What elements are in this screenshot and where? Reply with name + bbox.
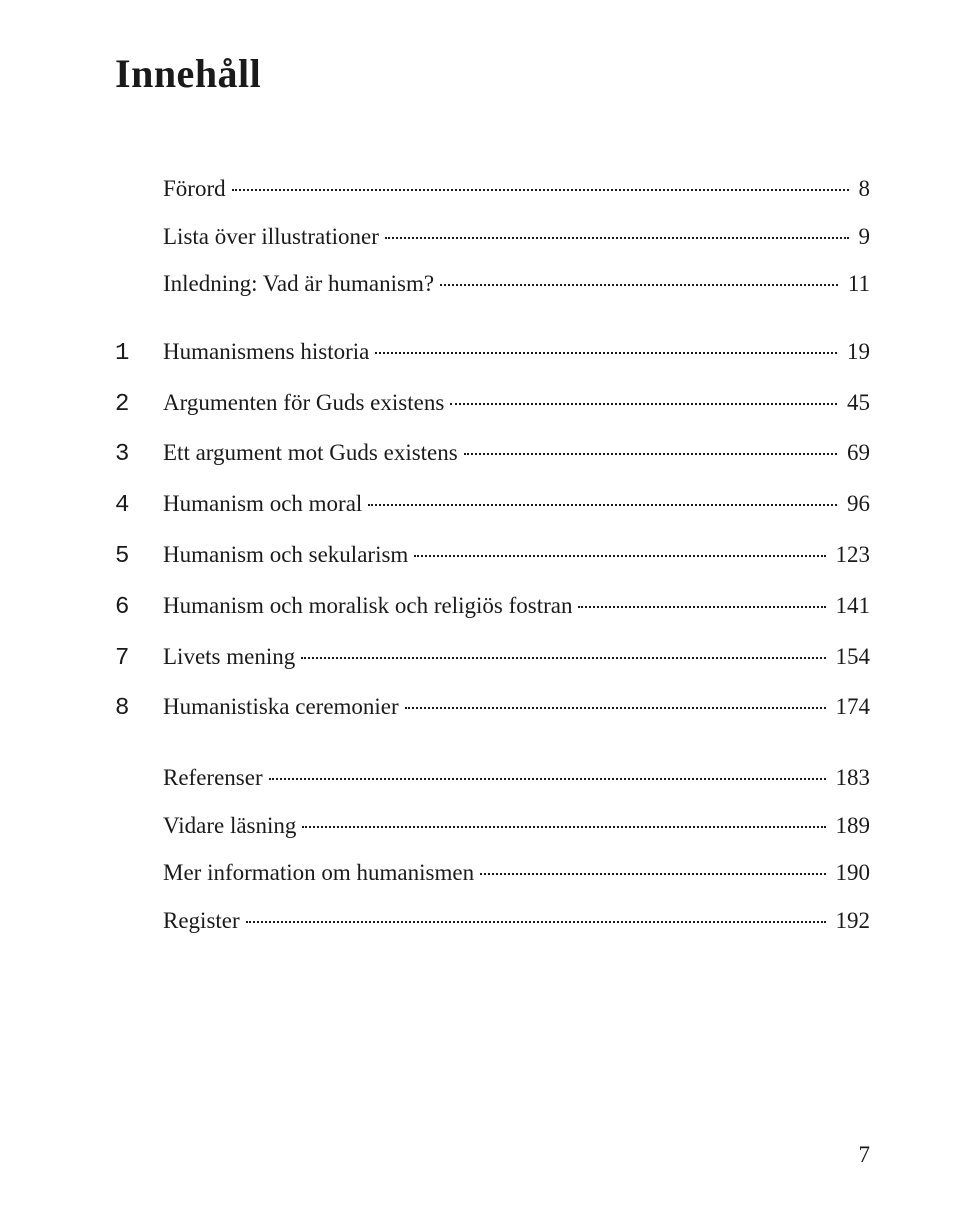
toc-label: Ett argument mot Guds existens bbox=[163, 439, 458, 467]
toc-label: Register bbox=[163, 907, 240, 935]
toc-leader-dots bbox=[414, 555, 825, 557]
toc-leader-dots bbox=[302, 826, 825, 828]
toc-entry: Register 192 bbox=[115, 907, 870, 935]
toc-label: Inledning: Vad är humanism? bbox=[163, 270, 434, 298]
toc-leader-dots bbox=[405, 707, 826, 709]
toc-chapter-number: 8 bbox=[115, 695, 163, 724]
toc-entry: 3Ett argument mot Guds existens 69 bbox=[115, 439, 870, 470]
toc-page-number: 69 bbox=[843, 439, 870, 467]
toc-label: Förord bbox=[163, 175, 226, 203]
toc-entry: 5Humanism och sekularism 123 bbox=[115, 541, 870, 572]
toc-leader-dots bbox=[440, 284, 838, 286]
toc-entry: 2Argumenten för Guds existens 45 bbox=[115, 389, 870, 420]
toc-chapter-number: 7 bbox=[115, 645, 163, 674]
toc-label: Livets mening bbox=[163, 643, 295, 671]
toc-label: Argumenten för Guds existens bbox=[163, 389, 444, 417]
page-title: Innehåll bbox=[115, 50, 870, 97]
toc-label: Lista över illustrationer bbox=[163, 223, 379, 251]
toc-leader-dots bbox=[375, 352, 837, 354]
toc-entry: 6Humanism och moralisk och religiös fost… bbox=[115, 592, 870, 623]
toc-entry: 1Humanismens historia 19 bbox=[115, 338, 870, 369]
toc-leader-dots bbox=[368, 504, 837, 506]
toc-leader-dots bbox=[450, 403, 837, 405]
toc-entry: Lista över illustrationer 9 bbox=[115, 223, 870, 251]
toc-label: Humanism och sekularism bbox=[163, 541, 408, 569]
toc-leader-dots bbox=[269, 778, 826, 780]
toc-leader-dots bbox=[578, 606, 825, 608]
toc-page-number: 183 bbox=[832, 764, 871, 792]
toc-page-number: 154 bbox=[832, 643, 871, 671]
toc-entry: Inledning: Vad är humanism? 11 bbox=[115, 270, 870, 298]
toc-page-number: 190 bbox=[832, 859, 871, 887]
toc-page-number: 11 bbox=[844, 270, 870, 298]
toc-entry: Mer information om humanismen 190 bbox=[115, 859, 870, 887]
toc-label: Humanismens historia bbox=[163, 338, 369, 366]
toc-leader-dots bbox=[464, 453, 837, 455]
toc-chapter-number: 3 bbox=[115, 441, 163, 470]
toc-label: Vidare läsning bbox=[163, 812, 296, 840]
toc-page-number: 8 bbox=[855, 175, 871, 203]
toc-entry: 7Livets mening 154 bbox=[115, 643, 870, 674]
toc-page-number: 174 bbox=[832, 693, 871, 721]
toc-page-number: 9 bbox=[855, 223, 871, 251]
toc-leader-dots bbox=[246, 921, 826, 923]
toc-entry: Referenser 183 bbox=[115, 764, 870, 792]
toc-page-number: 45 bbox=[843, 389, 870, 417]
toc-label: Humanistiska ceremonier bbox=[163, 693, 399, 721]
toc-leader-dots bbox=[232, 189, 849, 191]
toc-leader-dots bbox=[480, 873, 825, 875]
toc-leader-dots bbox=[385, 237, 849, 239]
toc-chapter-number: 4 bbox=[115, 492, 163, 521]
toc-chapter-number: 6 bbox=[115, 594, 163, 623]
toc-entry: Vidare läsning 189 bbox=[115, 812, 870, 840]
toc-chapter-number: 2 bbox=[115, 391, 163, 420]
page-number: 7 bbox=[859, 1142, 871, 1168]
toc-leader-dots bbox=[301, 657, 825, 659]
toc-label: Humanism och moral bbox=[163, 490, 362, 518]
toc-chapter-number: 5 bbox=[115, 543, 163, 572]
toc-page-number: 123 bbox=[832, 541, 871, 569]
toc-entry: 4Humanism och moral 96 bbox=[115, 490, 870, 521]
toc-page-number: 96 bbox=[843, 490, 870, 518]
toc-page-number: 141 bbox=[832, 592, 871, 620]
toc-page-number: 192 bbox=[832, 907, 871, 935]
toc-page-number: 189 bbox=[832, 812, 871, 840]
toc-chapter-number: 1 bbox=[115, 340, 163, 369]
toc-label: Referenser bbox=[163, 764, 263, 792]
table-of-contents: Förord 8 Lista över illustrationer 9 Inledni… bbox=[115, 175, 870, 935]
toc-entry: 8Humanistiska ceremonier 174 bbox=[115, 693, 870, 724]
toc-page-number: 19 bbox=[843, 338, 870, 366]
toc-label: Mer information om humanismen bbox=[163, 859, 474, 887]
toc-label: Humanism och moralisk och religiös fostr… bbox=[163, 592, 572, 620]
toc-entry: Förord 8 bbox=[115, 175, 870, 203]
